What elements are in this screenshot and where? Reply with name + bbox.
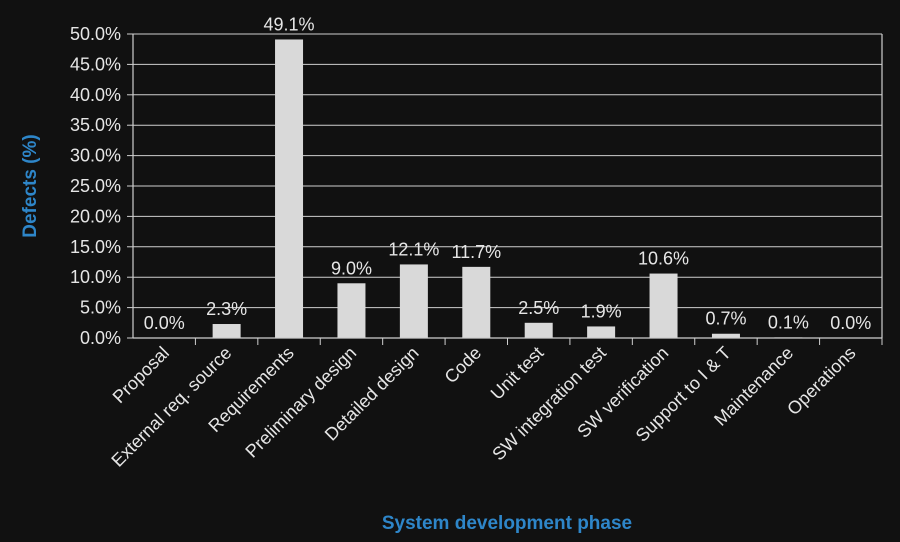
y-tick-label: 0.0% bbox=[80, 328, 121, 348]
y-axis-title: Defects (%) bbox=[20, 134, 41, 237]
bar bbox=[524, 322, 553, 338]
data-label: 0.1% bbox=[768, 312, 809, 332]
bar bbox=[711, 333, 740, 338]
bars bbox=[212, 39, 803, 339]
x-axis-title: System development phase bbox=[382, 513, 632, 534]
y-tick-label: 50.0% bbox=[70, 24, 121, 44]
y-tick-label: 40.0% bbox=[70, 85, 121, 105]
y-tick-label: 25.0% bbox=[70, 176, 121, 196]
y-tick-label: 10.0% bbox=[70, 267, 121, 287]
x-category-label: Operations bbox=[783, 343, 859, 419]
x-category-label: Proposal bbox=[109, 343, 173, 407]
bar bbox=[399, 264, 428, 338]
y-tick-labels: 0.0% 5.0% 10.0% 15.0% 20.0% 25.0% 30.0% 35.0% 40… bbox=[70, 24, 121, 348]
data-label: 2.3% bbox=[206, 299, 247, 319]
bar bbox=[212, 324, 241, 338]
y-tick-label: 20.0% bbox=[70, 206, 121, 226]
y-tick-label: 15.0% bbox=[70, 237, 121, 257]
data-label: 0.7% bbox=[705, 309, 746, 329]
x-category-label: External req. source bbox=[107, 343, 235, 471]
data-label: 10.6% bbox=[638, 249, 689, 269]
x-category-label: Unit test bbox=[487, 343, 548, 404]
data-label: 49.1% bbox=[264, 14, 315, 34]
data-label: 9.0% bbox=[331, 258, 372, 278]
y-tick-label: 35.0% bbox=[70, 115, 121, 135]
bar bbox=[275, 39, 304, 339]
y-tick-label: 5.0% bbox=[80, 298, 121, 318]
y-tick-label: 30.0% bbox=[70, 146, 121, 166]
data-labels: 0.0% 2.3% 49.1% 9.0% 12.1% 11.7% 2.5% 1.9% 10.6%… bbox=[144, 14, 872, 333]
data-label: 0.0% bbox=[830, 313, 871, 333]
data-label: 0.0% bbox=[144, 313, 185, 333]
data-label: 2.5% bbox=[518, 298, 559, 318]
data-label: 11.7% bbox=[451, 242, 501, 262]
x-category-label: SW integration test bbox=[488, 343, 610, 465]
y-tick-label: 45.0% bbox=[70, 54, 121, 74]
axes bbox=[127, 33, 883, 345]
bar bbox=[649, 273, 678, 338]
bar bbox=[462, 266, 491, 338]
x-category-label: Code bbox=[441, 343, 486, 388]
bar bbox=[337, 283, 366, 338]
grid-lines bbox=[133, 33, 882, 309]
x-category-label: Preliminary design bbox=[241, 343, 360, 462]
bar bbox=[587, 326, 616, 338]
data-label: 1.9% bbox=[581, 301, 622, 321]
data-label: 12.1% bbox=[388, 239, 439, 259]
